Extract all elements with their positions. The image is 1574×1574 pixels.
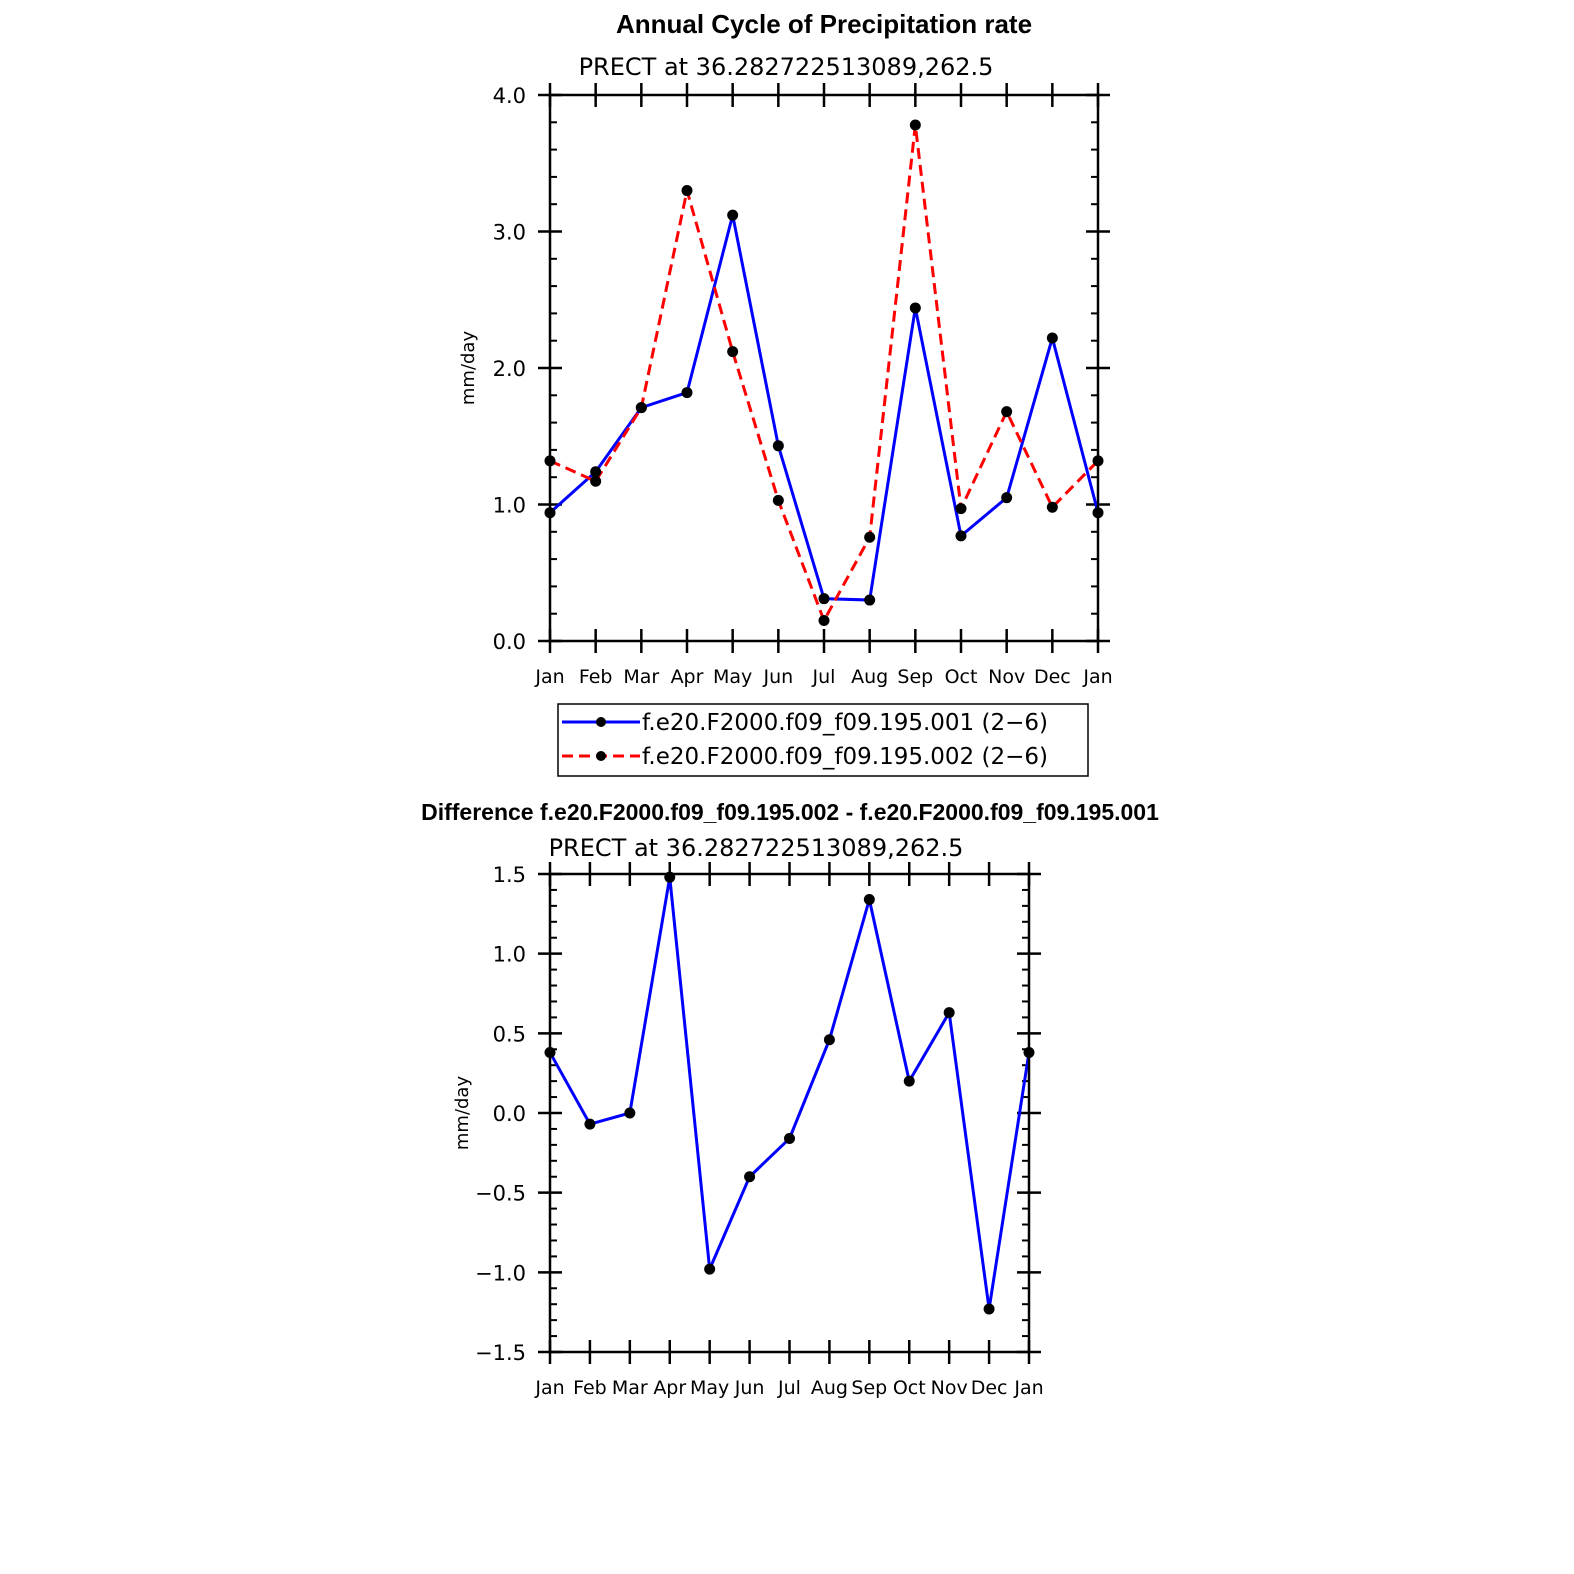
x-tick-label-jan: Jan: [1082, 666, 1112, 688]
data-point-series-1-may: [704, 1263, 716, 1275]
data-point-series-1-may: [727, 209, 739, 221]
x-tick-label-oct: Oct: [893, 1377, 926, 1399]
data-point-series-2-nov: [1001, 406, 1013, 418]
legend-box: [557, 703, 1089, 777]
data-point-series-1-aug: [823, 1034, 835, 1046]
series-line-1: [548, 876, 1031, 1310]
x-tick-label-mar: Mar: [623, 666, 659, 688]
series-line-2: [549, 124, 1100, 625]
legend-marker-series-2: [596, 751, 606, 761]
plot-frame: [548, 93, 1100, 643]
data-point-series-1-jul: [784, 1132, 795, 1144]
x-tick-label-jul: Jul: [777, 1377, 801, 1399]
y-tick-label: 1.5: [493, 863, 526, 887]
y-tick-label: 0.0: [493, 1102, 526, 1126]
series-line-1: [548, 214, 1100, 602]
y-tick-label: 2.0: [493, 357, 526, 381]
y-tick-label: −1.0: [475, 1261, 526, 1285]
data-point-series-1-dec: [1046, 332, 1058, 344]
data-point-series-1-mar: [624, 1107, 636, 1119]
data-point-series-2-aug: [864, 531, 876, 543]
difference-chart: Difference f.e20.F2000.f09_f09.195.002 -…: [421, 799, 1159, 1399]
y-tick-label: 1.0: [493, 943, 526, 967]
x-tick-label-jun: Jun: [762, 666, 793, 688]
x-tick-label-nov: Nov: [988, 666, 1025, 688]
x-tick-label-oct: Oct: [945, 666, 978, 688]
data-point-series-1-jul: [818, 593, 830, 605]
difference-subtitle: PRECT at 36.282722513089,262.5: [549, 834, 964, 862]
legend-label-series-1: f.e20.F2000.f09_f09.195.001 (2−6): [642, 710, 1048, 736]
y-tick-label: 0.0: [493, 630, 526, 654]
x-tick-label-aug: Aug: [851, 666, 888, 688]
x-tick-label-may: May: [690, 1377, 729, 1399]
x-tick-label-jun: Jun: [734, 1377, 765, 1399]
difference-series-group: [544, 871, 1035, 1315]
y-ticks: 0.0 1.0 2.0 3.0 4.0: [493, 83, 1110, 654]
data-point-series-1-feb: [590, 466, 602, 478]
x-tick-label-dec: Dec: [1034, 666, 1071, 688]
data-point-series-1-apr: [681, 387, 693, 399]
data-point-series-1-oct: [903, 1075, 915, 1087]
x-tick-labels: Jan Feb Mar Apr May Jun Jul Aug Sep Oct Nov Dec Jan: [534, 666, 1112, 688]
data-point-series-2-jul: [818, 615, 830, 627]
x-tick-label-dec: Dec: [971, 1377, 1008, 1399]
y-tick-label: −0.5: [475, 1182, 526, 1206]
difference-x-tick-labels: Jan Feb Mar Apr May Jun Jul Aug Sep Oct Nov Dec Jan: [534, 1377, 1043, 1399]
legend: f.e20.F2000.f09_f09.195.001 (2−6) f.e20.…: [557, 703, 1089, 777]
x-tick-label-may: May: [713, 666, 752, 688]
x-tick-label-nov: Nov: [931, 1377, 968, 1399]
difference-y-axis-label: mm/day: [452, 1076, 473, 1151]
y-axis-label: mm/day: [458, 331, 479, 406]
series-group: [544, 119, 1104, 627]
data-point-series-1-sep: [863, 893, 875, 905]
x-tick-label-apr: Apr: [653, 1377, 686, 1399]
data-point-series-2-oct: [955, 503, 967, 515]
data-point-series-2-apr: [681, 185, 693, 197]
y-tick-label: 3.0: [493, 221, 526, 245]
data-point-series-1-feb: [584, 1118, 596, 1130]
difference-title: Difference f.e20.F2000.f09_f09.195.002 -…: [421, 799, 1159, 825]
x-tick-label-sep: Sep: [851, 1377, 887, 1399]
data-point-series-1-jun: [744, 1171, 756, 1183]
x-tick-label-aug: Aug: [811, 1377, 848, 1399]
x-tick-label-jan: Jan: [1013, 1377, 1043, 1399]
x-tick-label-mar: Mar: [612, 1377, 648, 1399]
x-tick-label-apr: Apr: [671, 666, 704, 688]
legend-marker-series-1: [596, 717, 606, 727]
annual-cycle-chart: Annual Cycle of Precipitation rate PRECT…: [458, 9, 1113, 777]
x-tick-label-jul: Jul: [812, 666, 836, 688]
x-tick-label-sep: Sep: [897, 666, 933, 688]
chart-subtitle: PRECT at 36.282722513089,262.5: [579, 53, 994, 81]
x-tick-label-jan: Jan: [534, 1377, 564, 1399]
y-tick-label: −1.5: [475, 1341, 526, 1365]
data-point-series-1-sep: [909, 302, 921, 314]
data-point-series-1-aug: [864, 594, 876, 606]
y-tick-label: 0.5: [493, 1022, 526, 1046]
x-tick-label-feb: Feb: [579, 666, 613, 688]
data-point-series-1-oct: [955, 530, 967, 542]
y-tick-label: 1.0: [493, 494, 526, 518]
chart-title: Annual Cycle of Precipitation rate: [616, 9, 1032, 39]
data-point-series-1-nov: [1001, 492, 1013, 504]
data-point-series-2-may: [727, 346, 739, 358]
data-point-series-2-dec: [1046, 501, 1058, 513]
data-point-series-1-nov: [943, 1007, 955, 1019]
difference-y-ticks: −1.5 −1.0 −0.5 0.0 0.5 1.0 1.5: [475, 862, 1041, 1365]
x-tick-label-feb: Feb: [573, 1377, 607, 1399]
x-tick-label-jan: Jan: [534, 666, 564, 688]
data-point-series-2-sep: [909, 119, 921, 131]
data-point-series-2-jun: [772, 494, 784, 506]
data-point-series-1-dec: [983, 1303, 995, 1315]
legend-label-series-2: f.e20.F2000.f09_f09.195.002 (2−6): [642, 744, 1048, 770]
data-point-series-2-feb: [590, 475, 602, 487]
y-tick-label: 4.0: [493, 84, 526, 108]
data-point-series-1-jun: [772, 440, 784, 452]
data-point-series-2-mar: [635, 402, 647, 414]
difference-plot-frame: [548, 872, 1031, 1354]
